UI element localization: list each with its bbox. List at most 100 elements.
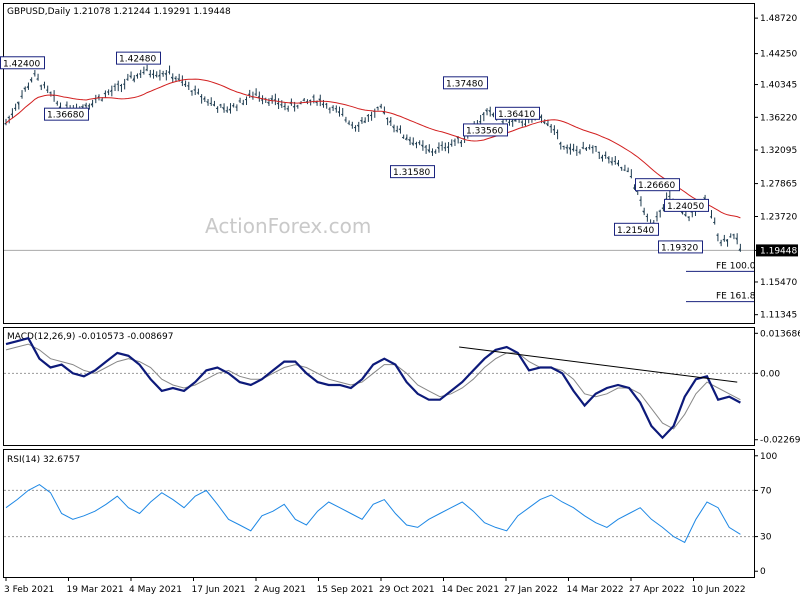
price-bar-open bbox=[225, 110, 228, 112]
rsi-tick-label: 100 bbox=[760, 452, 777, 462]
price-bar-open bbox=[398, 128, 401, 131]
macd-panel-frame bbox=[3, 327, 755, 446]
price-bar-open bbox=[481, 113, 485, 116]
price-bar-open bbox=[552, 128, 555, 131]
macd-line bbox=[5, 336, 741, 440]
price-bar-open bbox=[267, 101, 270, 105]
swing-label-box bbox=[658, 240, 703, 254]
swing-label: 1.31580 bbox=[393, 168, 430, 178]
rsi-line bbox=[5, 484, 741, 544]
price-tick-label: 1.27865 bbox=[760, 180, 797, 190]
price-bar-open bbox=[578, 151, 581, 153]
price-bar-open bbox=[421, 144, 424, 148]
date-tick-label: 15 Sep 2021 bbox=[317, 585, 374, 595]
price-bar-open bbox=[584, 147, 587, 151]
price-tick-label: 1.44250 bbox=[760, 50, 797, 60]
price-bar-open bbox=[26, 85, 29, 89]
price-bar-open bbox=[199, 95, 202, 98]
price-bar-open bbox=[613, 160, 616, 163]
price-bar-open bbox=[363, 120, 366, 123]
price-bar-open bbox=[555, 131, 558, 134]
macd-tick-label: -0.022698 bbox=[760, 436, 800, 446]
price-bar-open bbox=[642, 210, 645, 213]
swing-label: 1.33560 bbox=[466, 126, 503, 136]
price-bar-open bbox=[170, 76, 174, 80]
price-bar-open bbox=[7, 116, 10, 119]
price-bar-open bbox=[247, 93, 250, 96]
price-bar-open bbox=[23, 87, 26, 90]
price-bar-open bbox=[196, 92, 199, 94]
price-bar-open bbox=[542, 121, 546, 124]
swing-label-box bbox=[116, 51, 161, 65]
price-tick-label: 1.36220 bbox=[760, 113, 797, 123]
date-tick-label: 10 Jun 2022 bbox=[692, 585, 746, 595]
chart-title: GBPUSD,Daily 1.21078 1.21244 1.19291 1.1… bbox=[7, 7, 231, 17]
swing-label: 1.19320 bbox=[661, 243, 698, 253]
price-bar-open bbox=[315, 101, 318, 104]
price-bar-open bbox=[713, 221, 715, 224]
price-bar-open bbox=[292, 105, 295, 108]
price-bar-open bbox=[446, 145, 449, 149]
price-bar-open bbox=[109, 89, 113, 92]
price-bar-open bbox=[138, 73, 141, 76]
price-tick-label: 1.11345 bbox=[760, 311, 797, 321]
price-bar-open bbox=[241, 103, 244, 105]
price-bar-open bbox=[193, 89, 196, 92]
price-bar-open bbox=[318, 98, 321, 102]
price-bar-open bbox=[164, 72, 167, 76]
price-bar-open bbox=[427, 149, 430, 152]
price-bar-open bbox=[337, 111, 340, 114]
price-bar-open bbox=[411, 142, 414, 146]
price-bar-open bbox=[228, 108, 231, 111]
price-bar-open bbox=[424, 145, 427, 148]
date-tick-label: 19 Mar 2021 bbox=[67, 585, 124, 595]
price-bar-open bbox=[87, 104, 90, 107]
price-bar-open bbox=[151, 73, 154, 76]
date-tick-label: 3 Feb 2021 bbox=[4, 585, 54, 595]
price-bar-open bbox=[231, 104, 234, 107]
price-bar-open bbox=[546, 122, 549, 127]
price-bar-open bbox=[404, 137, 408, 141]
axis-layer: 1.48720 1.44250 1.40345 1.36220 1.32095 1.278… bbox=[4, 14, 800, 595]
price-bar-open bbox=[459, 141, 462, 144]
price-bar-open bbox=[488, 109, 491, 113]
price-bar-open bbox=[276, 102, 279, 105]
macd-layer bbox=[4, 336, 754, 440]
price-bar-open bbox=[10, 113, 13, 116]
macd-trendline bbox=[459, 346, 738, 383]
price-tick-label: 1.32095 bbox=[760, 146, 797, 156]
rsi-layer bbox=[4, 484, 754, 544]
price-bar-open bbox=[392, 125, 395, 129]
price-bar-open bbox=[90, 102, 94, 106]
price-bar-open bbox=[376, 106, 379, 109]
date-tick-label: 4 May 2021 bbox=[129, 585, 182, 595]
price-bar-open bbox=[379, 105, 382, 108]
price-layer: 1.42400 1.36680 1.42480 1.31580 1.37480 1.335… bbox=[0, 51, 756, 303]
price-bar-open bbox=[491, 113, 494, 117]
price-bar-open bbox=[388, 120, 392, 123]
price-bar-open bbox=[16, 101, 20, 105]
price-bar-open bbox=[29, 78, 33, 82]
swing-label-box bbox=[614, 222, 659, 236]
swing-label-box bbox=[463, 123, 508, 137]
price-bar-open bbox=[735, 237, 738, 241]
date-tick-label: 27 Apr 2022 bbox=[629, 585, 685, 595]
date-tick-label: 14 Dec 2021 bbox=[442, 585, 500, 595]
swing-label: 1.36680 bbox=[47, 111, 84, 121]
fe-label: FE 100.0 bbox=[716, 261, 756, 271]
price-bar-open bbox=[347, 122, 350, 124]
swing-label: 1.42400 bbox=[3, 59, 40, 69]
price-bar-open bbox=[738, 248, 741, 251]
price-bar-open bbox=[430, 151, 433, 153]
price-bar-open bbox=[661, 207, 664, 210]
price-bar-open bbox=[177, 78, 180, 81]
last-price-label: 1.19448 bbox=[760, 246, 797, 256]
price-bar-open bbox=[135, 74, 138, 77]
macd-tick-label: 0.00 bbox=[760, 369, 780, 379]
swing-label-box bbox=[0, 56, 45, 70]
price-bar-open bbox=[581, 146, 584, 149]
price-bar-open bbox=[520, 121, 523, 124]
price-bar-open bbox=[626, 170, 629, 173]
price-bar-open bbox=[414, 142, 417, 145]
price-bar-open bbox=[84, 104, 87, 107]
